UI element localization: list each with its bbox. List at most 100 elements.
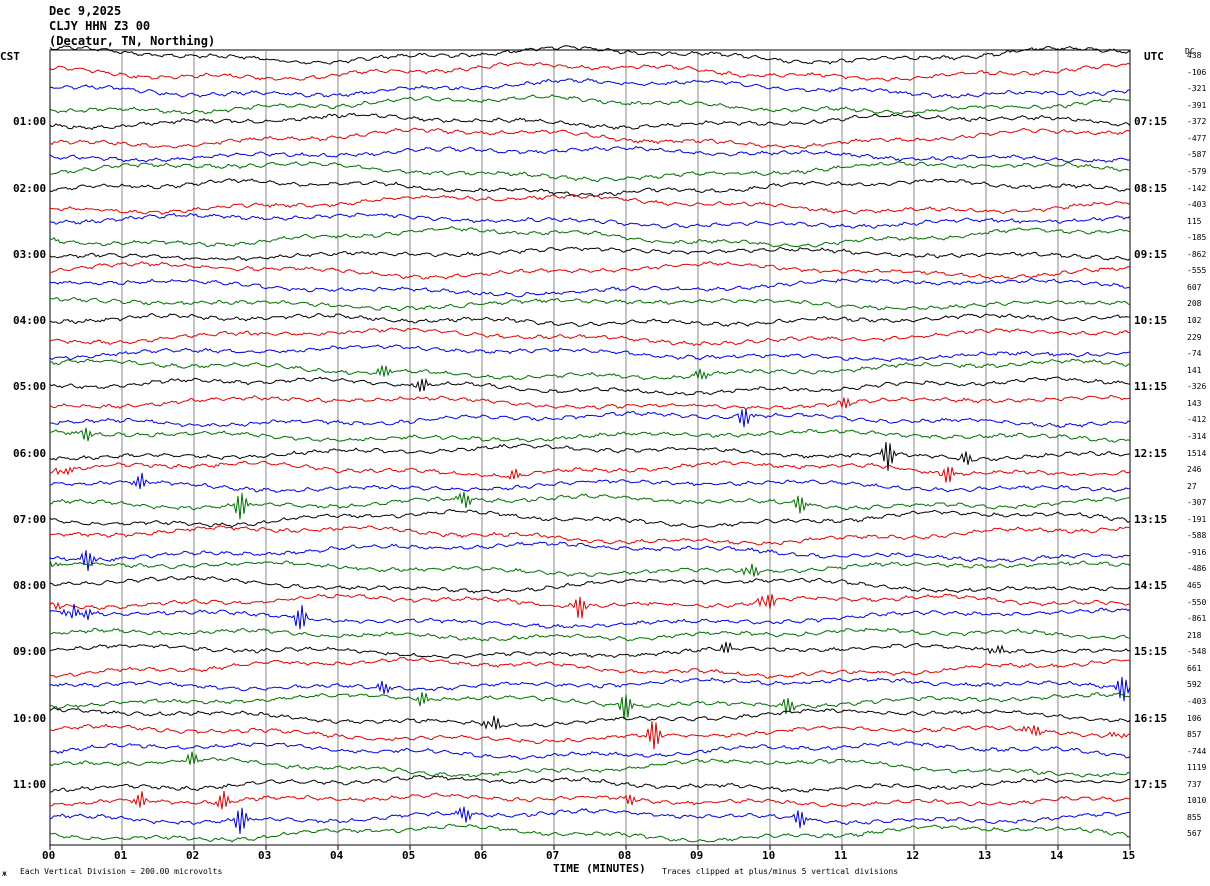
dc-offset-label: -403 (1187, 696, 1207, 706)
left-hour-label: 01:00 (13, 115, 47, 129)
dc-offset-label: -548 (1187, 647, 1207, 657)
corner-mark: ж (2, 869, 7, 878)
right-hour-label: 17:15 (1134, 777, 1168, 791)
dc-offset-label: 465 (1187, 581, 1202, 590)
dc-offset-label: -326 (1187, 382, 1207, 392)
x-tick-label: 11 (834, 849, 848, 862)
dc-offset-label: 438 (1187, 51, 1202, 60)
seismic-trace (49, 790, 1131, 810)
seismic-trace (49, 575, 1131, 594)
left-timezone-label: CST (0, 50, 20, 63)
x-tick-label: 01 (114, 849, 128, 862)
x-axis-title: TIME (MINUTES) (553, 862, 646, 875)
dc-offset-label: 246 (1187, 465, 1202, 475)
seismic-trace (49, 312, 1131, 327)
dc-offset-label: -588 (1187, 531, 1207, 541)
left-hour-label: 08:00 (13, 579, 47, 592)
seismic-trace (49, 525, 1131, 546)
seismic-trace (49, 226, 1131, 248)
seismic-trace (49, 212, 1131, 229)
seismic-trace (49, 721, 1131, 750)
seismic-trace (49, 541, 1131, 571)
dc-offset-label: -550 (1187, 597, 1207, 607)
seismic-trace (49, 178, 1131, 198)
dc-offset-label: -191 (1187, 514, 1207, 524)
seismic-trace (49, 560, 1131, 578)
dc-offset-label: -403 (1187, 200, 1207, 210)
seismic-trace (49, 194, 1131, 215)
dc-offset-label: 208 (1187, 299, 1202, 309)
dc-offset-label: 855 (1187, 812, 1202, 822)
dc-offset-label: 1010 (1187, 796, 1207, 806)
dc-offset-label: 737 (1187, 779, 1202, 789)
right-hour-label: 07:15 (1134, 115, 1168, 129)
dc-offset-label: 1119 (1187, 763, 1207, 773)
x-tick-label: 08 (618, 849, 632, 862)
x-tick-label: 04 (330, 849, 344, 862)
x-tick-label: 09 (690, 849, 704, 862)
dc-offset-label: -307 (1187, 498, 1207, 508)
x-tick-label: 14 (1050, 849, 1064, 862)
left-hour-label: 02:00 (13, 181, 47, 195)
dc-offset-label: -555 (1187, 266, 1207, 276)
seismic-trace (49, 491, 1131, 520)
seismic-trace (49, 460, 1131, 483)
left-hour-label: 11:00 (13, 777, 47, 791)
dc-offset-label: -372 (1187, 117, 1207, 127)
dc-offset-label: -477 (1187, 133, 1207, 143)
right-hour-label: 12:15 (1134, 446, 1168, 460)
left-hour-label: 06:00 (13, 446, 47, 460)
dc-offset-label: -862 (1187, 249, 1207, 259)
dc-offset-label: 143 (1187, 398, 1202, 408)
dc-offset-label: -185 (1187, 233, 1207, 243)
right-timezone-label: UTC (1144, 50, 1164, 63)
right-hour-label: 14:15 (1134, 579, 1168, 592)
dc-offset-label: -579 (1187, 166, 1207, 176)
dc-offset-label: -916 (1187, 547, 1207, 557)
dc-offset-label: 607 (1187, 282, 1202, 292)
dc-offset-label: 229 (1187, 332, 1202, 342)
dc-offset-label: -587 (1187, 150, 1207, 160)
dc-offset-label: 592 (1187, 680, 1202, 690)
dc-offset-label: -391 (1187, 100, 1207, 110)
seismic-trace (50, 296, 1131, 312)
dc-offset-label: -314 (1187, 431, 1207, 441)
dc-offset-label: 661 (1187, 663, 1202, 673)
seismic-trace (49, 145, 1131, 163)
x-tick-label: 05 (402, 849, 416, 862)
x-tick-label: 06 (474, 849, 488, 862)
dc-offset-label: -744 (1187, 746, 1207, 756)
x-tick-label: 15 (1122, 849, 1136, 862)
seismic-trace (49, 161, 1131, 183)
dc-offset-label: 567 (1187, 829, 1202, 839)
seismic-trace (49, 77, 1131, 99)
dc-header-label: DC (1185, 47, 1195, 56)
seismic-trace (49, 127, 1131, 149)
seismic-trace (49, 603, 1131, 630)
dc-offset-label: 218 (1187, 630, 1202, 640)
seismic-trace (49, 409, 1131, 429)
seismic-trace (49, 774, 1131, 793)
seismic-trace (49, 641, 1131, 659)
seismic-trace (49, 593, 1131, 619)
right-hour-label: 09:15 (1134, 247, 1168, 261)
left-hour-label: 03:00 (13, 247, 47, 261)
seismic-trace (49, 358, 1131, 381)
seismic-trace (49, 707, 1131, 730)
header-date: Dec 9,2025 (49, 4, 122, 18)
right-hour-label: 16:15 (1134, 711, 1168, 725)
dc-offset-label: 141 (1187, 365, 1202, 375)
seismic-trace (49, 751, 1131, 778)
right-hour-label: 10:15 (1134, 314, 1168, 327)
dc-offset-label: 115 (1187, 216, 1202, 226)
seismic-trace (49, 676, 1131, 702)
header-location: (Decatur, TN, Northing) (49, 34, 216, 48)
right-hour-label: 15:15 (1134, 645, 1168, 659)
plot-frame (49, 49, 1131, 846)
x-tick-label: 03 (258, 849, 272, 862)
x-tick-label: 10 (762, 849, 776, 862)
seismic-trace (49, 806, 1131, 835)
dc-offset-label: 27 (1187, 481, 1197, 491)
left-hour-label: 09:00 (13, 645, 47, 659)
dc-offset-label: 102 (1187, 316, 1202, 325)
